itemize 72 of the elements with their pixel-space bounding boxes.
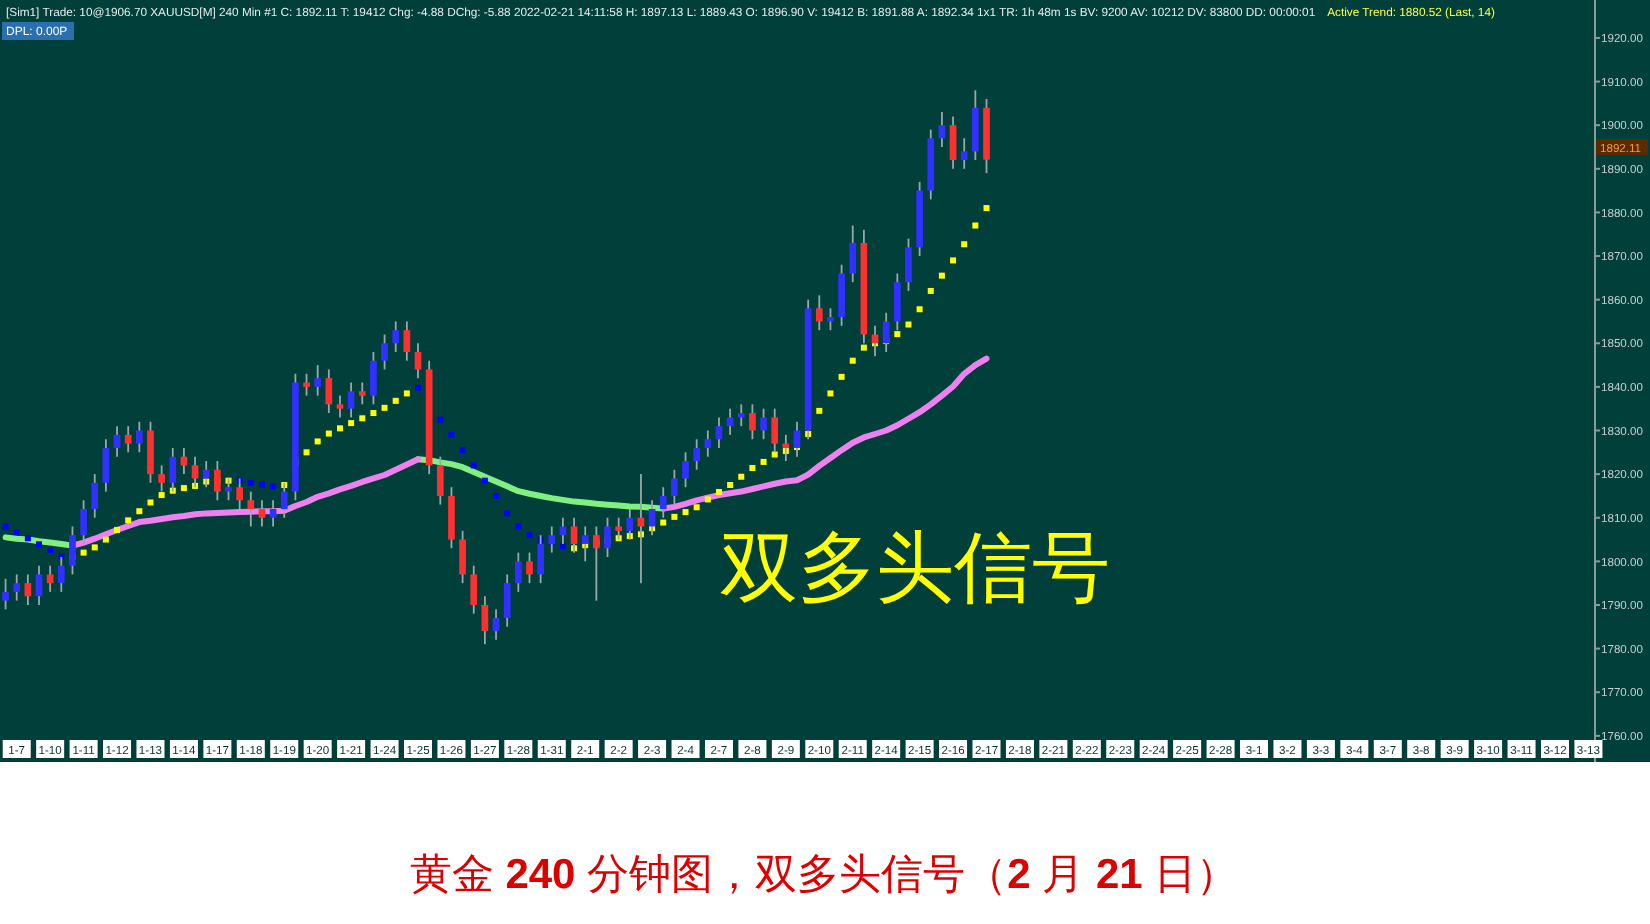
- candlestick: [526, 551, 533, 585]
- point: [36, 541, 43, 548]
- candlestick: [849, 224, 857, 284]
- candlestick: [503, 573, 511, 628]
- candlestick: [370, 351, 377, 406]
- candlestick: [336, 394, 344, 419]
- candlestick: [381, 333, 388, 371]
- candlestick: [258, 499, 266, 528]
- candlestick: [403, 320, 411, 362]
- candlestick: [91, 473, 99, 519]
- candlestick: [960, 137, 968, 170]
- candlestick: [949, 115, 957, 170]
- point: [270, 483, 277, 490]
- text: 黄金 240 分钟图，双多头信号（2 月 21 日）: [409, 852, 1239, 898]
- candlestick: [815, 294, 823, 332]
- candlestick: [827, 307, 834, 332]
- candlestick: [46, 564, 54, 593]
- point: [258, 481, 265, 488]
- point: [415, 384, 422, 391]
- point: [504, 510, 511, 517]
- candlestick: [325, 368, 333, 414]
- candlestick: [347, 381, 355, 419]
- candlestick: [303, 372, 310, 397]
- point: [13, 529, 20, 536]
- candlestick: [671, 468, 678, 506]
- candlestick: [838, 263, 845, 327]
- candlestick: [704, 429, 712, 458]
- candlestick: [659, 486, 667, 519]
- candlestick: [448, 486, 455, 550]
- candlestick: [247, 490, 255, 528]
- point: [493, 492, 500, 499]
- candlestick: [760, 407, 767, 441]
- point: [47, 547, 54, 554]
- candlestick: [158, 464, 165, 493]
- candlestick: [737, 403, 745, 428]
- point: [459, 447, 466, 454]
- candlestick: [459, 529, 466, 585]
- candlestick: [726, 407, 734, 436]
- candlestick: [514, 551, 522, 593]
- point: [437, 416, 444, 423]
- point: [2, 523, 9, 530]
- candlestick: [102, 438, 110, 493]
- point: [448, 431, 455, 438]
- candlestick: [147, 420, 154, 484]
- point: [481, 477, 488, 484]
- point: [515, 523, 522, 530]
- candlestick: [682, 451, 689, 489]
- candlestick: [35, 564, 43, 606]
- candlestick: [358, 381, 366, 406]
- candlestick: [771, 407, 779, 454]
- candlestick: [893, 272, 901, 332]
- candlestick: [2, 577, 9, 611]
- annotation: 双多头信号: [720, 526, 1110, 612]
- candlestick: [57, 556, 65, 593]
- point: [470, 462, 477, 469]
- candlestick: [80, 499, 87, 545]
- point: [559, 543, 566, 550]
- candlestick: [392, 320, 400, 353]
- point: [247, 479, 254, 486]
- candlestick: [436, 455, 444, 506]
- candlestick: [972, 89, 979, 161]
- candlestick: [269, 499, 277, 528]
- candlestick: [749, 403, 756, 441]
- candlestick: [135, 420, 143, 454]
- point: [526, 532, 533, 539]
- candlestick: [693, 438, 701, 471]
- candlestick: [905, 237, 912, 292]
- candlestick: [314, 364, 322, 397]
- candlestick: [13, 573, 21, 602]
- candlestick: [124, 425, 132, 454]
- point: [24, 535, 31, 542]
- candlestick: [470, 564, 478, 615]
